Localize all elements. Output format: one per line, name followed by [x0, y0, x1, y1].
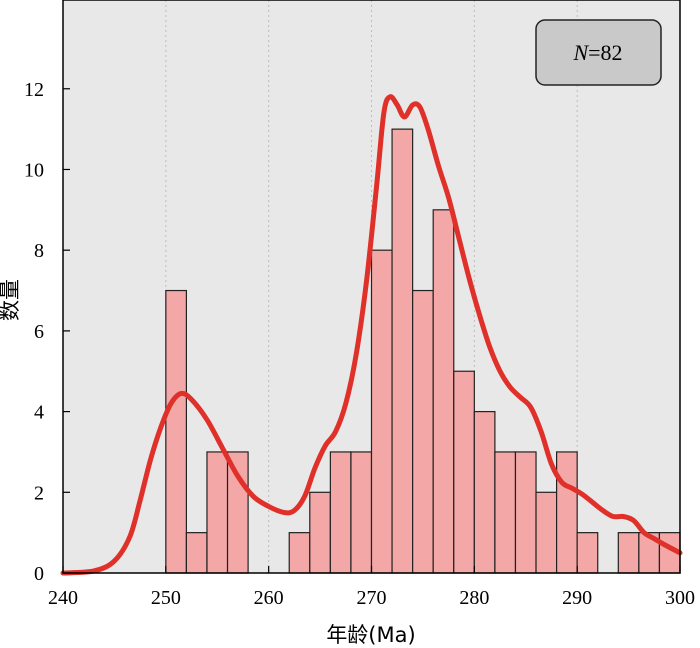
- bar-266-268: [329, 451, 352, 574]
- sample-count-symbol: N: [572, 40, 589, 65]
- bar-268-270: [350, 451, 373, 574]
- x-tick-label-290: 290: [562, 587, 592, 609]
- bar-250-252: [165, 289, 187, 574]
- bar-274-276: [412, 289, 434, 574]
- grid-lines: [165, 0, 578, 573]
- y-tick-label-4: 4: [34, 402, 44, 424]
- bar-286-288: [535, 491, 558, 574]
- y-tick-label-2: 2: [34, 482, 44, 504]
- x-tick-label-300: 300: [665, 587, 695, 609]
- bar-290-292: [576, 532, 599, 574]
- bar-294-296: [617, 532, 640, 574]
- y-tick-label-8: 8: [34, 240, 44, 262]
- x-axis-title: 年龄(Ma): [326, 623, 415, 647]
- bar-262-264: [288, 532, 311, 574]
- sample-count-text: N=82: [572, 40, 622, 65]
- legend-box: [535, 19, 662, 86]
- y-tick-label-0: 0: [34, 563, 44, 585]
- bar-288-290: [555, 451, 578, 574]
- bar-280-282: [473, 410, 496, 574]
- bar-276-278: [432, 209, 455, 574]
- bar-270-272: [370, 249, 393, 574]
- x-tick-label-250: 250: [151, 587, 181, 609]
- bar-252-254: [185, 532, 208, 574]
- x-tick-label-270: 270: [357, 587, 387, 609]
- axis-ticks: 240 250 260 270 280 290 300 0 2 4 6 8 10 12: [24, 79, 695, 609]
- y-axis-title: 数量: [0, 279, 22, 321]
- bar-264-266: [309, 491, 331, 574]
- sample-count-legend: N=82: [535, 19, 662, 86]
- y-tick-label-12: 12: [24, 79, 44, 101]
- x-tick-label-260: 260: [254, 587, 284, 609]
- bar-256-258: [226, 451, 249, 574]
- x-tick-label-240: 240: [48, 587, 78, 609]
- sample-count-value: =82: [588, 40, 622, 65]
- x-tick-label-280: 280: [459, 587, 489, 609]
- density-curve: [60, 94, 683, 576]
- bar-284-286: [514, 451, 537, 574]
- y-tick-label-10: 10: [24, 159, 44, 181]
- bar-278-280: [453, 370, 475, 574]
- bar-272-274: [391, 128, 414, 574]
- y-tick-label-6: 6: [34, 321, 44, 343]
- histogram-bars: [165, 128, 681, 574]
- bar-254-256: [206, 451, 229, 574]
- bar-282-284: [494, 451, 517, 574]
